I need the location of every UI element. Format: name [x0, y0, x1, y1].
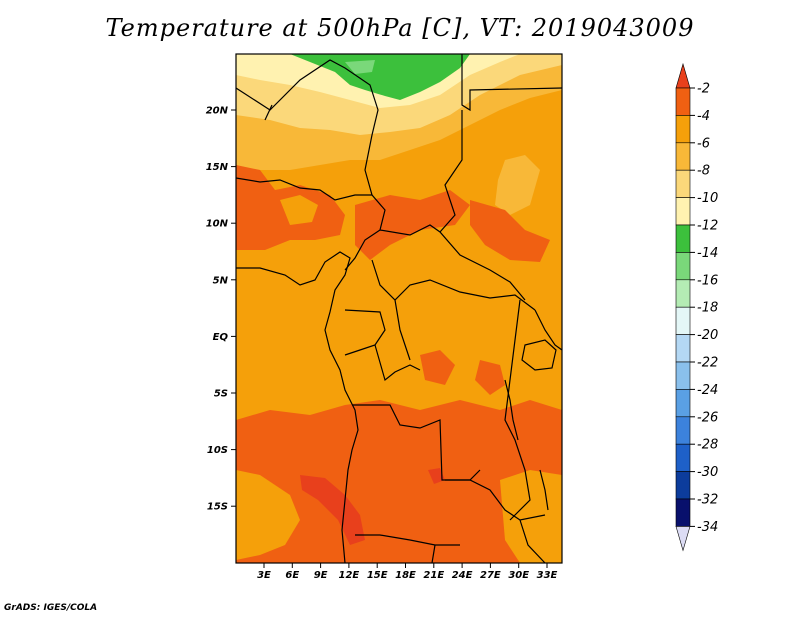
lon-tick-label: 30E: [508, 570, 529, 581]
map-frame: [235, 53, 563, 564]
colorbar-label: -34: [697, 520, 718, 535]
temperature-field: [236, 54, 562, 563]
field-band-minus16: [345, 60, 375, 74]
colorbar-cap-top: [675, 62, 691, 89]
lon-tick-label: 3E: [257, 570, 271, 581]
lake-tanganyika: [504, 379, 519, 441]
colorbar-segment: [675, 115, 691, 144]
field-patch-minus4-mid: [420, 350, 455, 385]
colorbar-segment: [675, 416, 691, 445]
lon-tick-label: 33E: [537, 570, 558, 581]
lat-tick-label: 5S: [214, 389, 228, 400]
lat-tick-label: EQ: [213, 332, 229, 343]
border-congo-2: [394, 299, 411, 361]
colorbar-label: -28: [697, 438, 718, 453]
lon-tick-label: 27E: [480, 570, 501, 581]
border-zambia: [445, 479, 546, 521]
lake-malawi: [539, 469, 549, 511]
colorbar-segment: [675, 498, 691, 527]
colorbar-segment: [675, 306, 691, 335]
field-patch-minus4-center: [355, 190, 470, 260]
field-patch-minus2-sw: [300, 475, 365, 545]
coastline-west: [236, 251, 359, 563]
colorbar-segment: [675, 471, 691, 500]
colorbar-label: -14: [697, 246, 718, 261]
field-patch-minus8-ne: [495, 155, 540, 215]
border-north-4: [264, 104, 273, 121]
country-borders: [236, 54, 562, 563]
colorbar-segment: [675, 87, 691, 116]
lon-tick-label: 21E: [423, 570, 444, 581]
lat-tick-label: 20N: [206, 106, 229, 117]
border-north-2: [461, 54, 562, 112]
lon-tick-label: 12E: [339, 570, 360, 581]
border-gulf: [344, 309, 386, 356]
colorbar-label: -20: [697, 328, 718, 343]
colorbar-label: -24: [697, 383, 718, 398]
colorbar-segment: [675, 169, 691, 198]
colorbar-label: -4: [697, 109, 710, 124]
lon-tick-label: 9E: [314, 570, 328, 581]
lat-tick-label: 10N: [206, 219, 229, 230]
colorbar-label: -26: [697, 410, 718, 425]
colorbar-label: -22: [697, 356, 718, 371]
lat-tick-label: 15N: [206, 162, 229, 173]
colorbar-cap-bottom: [675, 526, 691, 552]
colorbar-label: -32: [697, 493, 718, 508]
border-angola-2: [355, 534, 460, 546]
colorbar-segment: [675, 197, 691, 226]
lon-tick-label: 15E: [367, 570, 388, 581]
lon-tick-label: 24E: [452, 570, 473, 581]
field-band-minus14: [290, 54, 470, 100]
field-patch-minus6-south: [236, 470, 300, 560]
colorbar-label: -18: [697, 301, 718, 316]
lon-tick-label: 18E: [395, 570, 416, 581]
colorbar: -2 -4 -6 -8 -10 -12 -14 -16 -18 -20 -22 -24 -26 -28 -3…: [675, 62, 718, 552]
colorbar-label: -8: [697, 164, 710, 179]
border-congo-1: [374, 344, 421, 382]
colorbar-segment: [675, 443, 691, 472]
field-patch-minus4-mid2: [475, 360, 505, 395]
border-north-3: [439, 110, 463, 233]
colorbar-label: -30: [697, 465, 718, 480]
colorbar-segment: [675, 361, 691, 390]
lat-tick-label: 10S: [207, 445, 228, 456]
border-sahel-3: [371, 259, 536, 311]
grads-credit: GrADS: IGES/COLA: [4, 603, 98, 613]
field-patch-minus2-center: [428, 468, 445, 484]
field-patch-minus4-east: [470, 200, 550, 262]
border-east-1: [504, 299, 531, 521]
lat-tick-label: 15S: [207, 502, 228, 513]
colorbar-segment: [675, 142, 691, 171]
colorbar-label: -6: [697, 136, 710, 151]
field-patch-minus6-n1: [280, 195, 318, 225]
lat-tick-label: 5N: [213, 275, 229, 286]
colorbar-segment: [675, 224, 691, 253]
field-patch-minus4-south: [236, 400, 562, 563]
border-sahel-2: [379, 224, 526, 301]
colorbar-label: -10: [697, 191, 718, 206]
border-east-2: [534, 309, 562, 351]
colorbar-label: -16: [697, 273, 718, 288]
border-sahel-1: [236, 177, 386, 271]
chart-title: Temperature at 500hPa [C], VT: 201904300…: [105, 14, 695, 42]
colorbar-segment: [675, 389, 691, 418]
field-patch-minus6-se: [500, 470, 562, 563]
colorbar-segment: [675, 279, 691, 308]
border-south-1: [431, 544, 436, 563]
latitude-axis: 20N 15N 10N 5N EQ 5S 10S 15S: [206, 106, 236, 513]
border-south-2: [519, 519, 546, 563]
border-north-1: [236, 59, 379, 196]
colorbar-segment: [675, 334, 691, 363]
lake-victoria: [521, 339, 557, 371]
longitude-axis: 3E 6E 9E 12E 15E 18E 21E 24E 27E 30E 33E: [257, 563, 558, 581]
colorbar-label: -2: [697, 82, 710, 97]
colorbar-label: -12: [697, 219, 718, 234]
colorbar-segment: [675, 252, 691, 281]
lon-tick-label: 6E: [285, 570, 299, 581]
